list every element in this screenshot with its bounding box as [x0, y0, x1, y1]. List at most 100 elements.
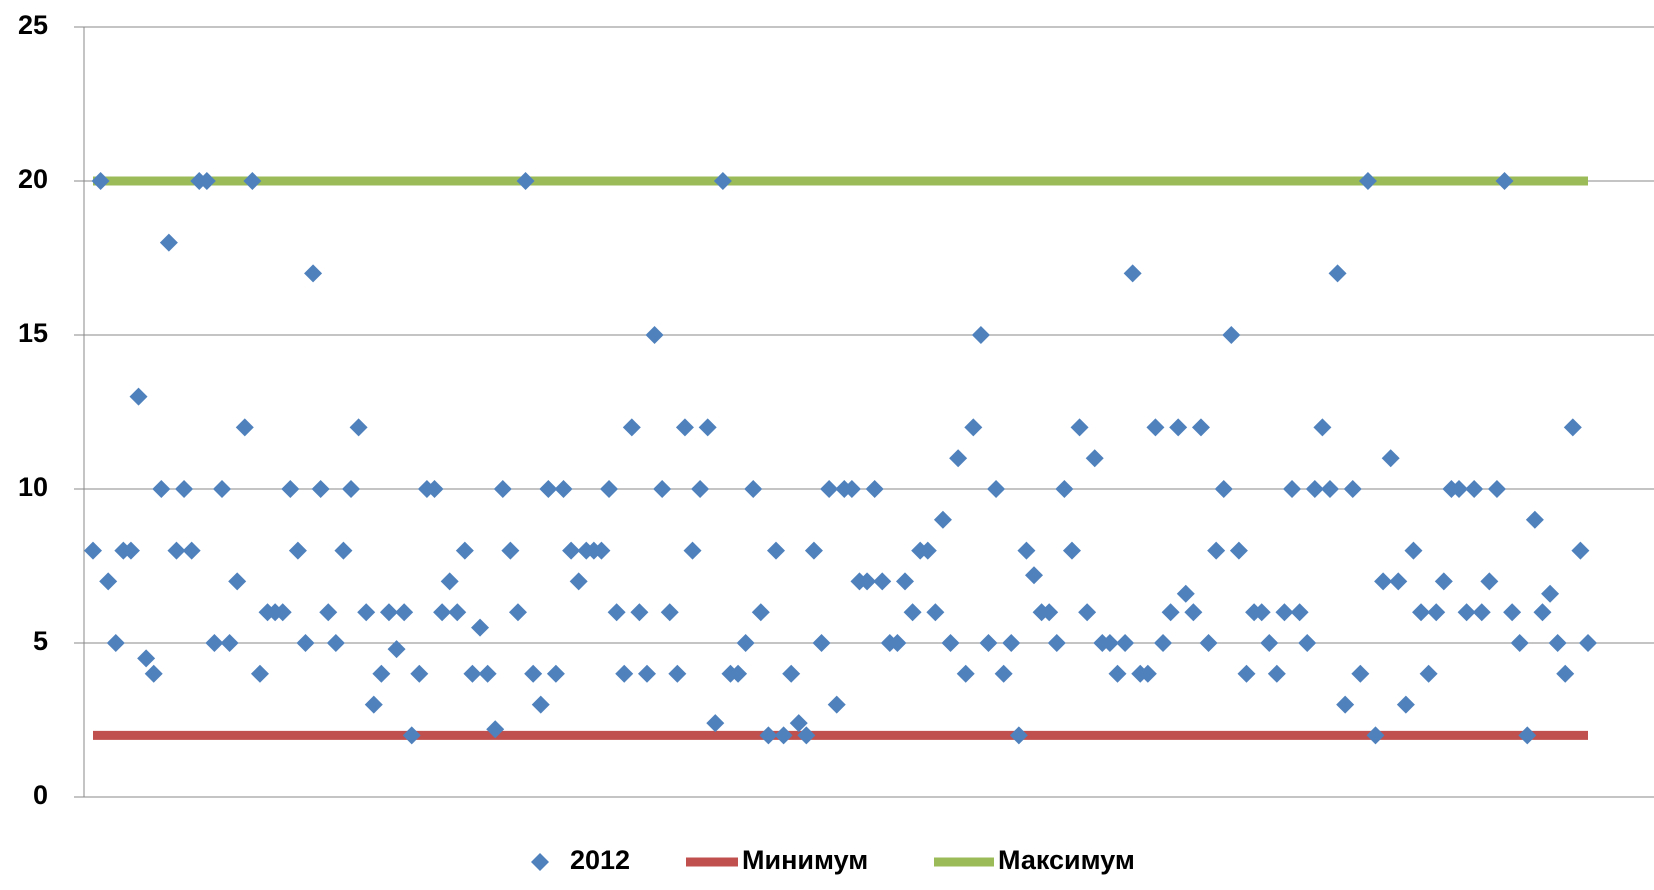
point: [1146, 418, 1165, 437]
point: [1085, 449, 1104, 468]
point: [873, 572, 892, 591]
point: [311, 480, 330, 498]
point: [508, 603, 527, 622]
point: [994, 664, 1013, 683]
point: [675, 418, 694, 437]
point: [197, 172, 216, 190]
point: [144, 664, 163, 683]
point: [1541, 584, 1560, 603]
point: [372, 664, 391, 683]
point: [1207, 541, 1226, 560]
point: [1320, 480, 1339, 498]
point: [1343, 480, 1362, 498]
point: [425, 480, 444, 498]
point: [827, 695, 846, 714]
point: [1002, 634, 1021, 652]
point: [342, 480, 361, 498]
point: [159, 233, 178, 252]
point: [99, 572, 118, 591]
point: [1480, 572, 1499, 591]
point: [395, 603, 414, 622]
point: [1040, 603, 1059, 622]
point: [531, 695, 550, 714]
point: [1374, 572, 1393, 591]
point: [554, 480, 573, 498]
point: [546, 664, 565, 683]
point: [1154, 634, 1173, 652]
y-tick-label: 10: [18, 472, 48, 502]
point: [865, 480, 884, 498]
point: [213, 480, 232, 498]
point: [501, 541, 520, 560]
point: [463, 664, 482, 683]
point: [949, 449, 968, 468]
point: [1396, 695, 1415, 714]
point: [1389, 572, 1408, 591]
point: [888, 634, 907, 652]
point: [1260, 634, 1279, 652]
point: [729, 664, 748, 683]
point: [1017, 541, 1036, 560]
point: [562, 541, 581, 560]
point: [433, 603, 452, 622]
point: [607, 603, 626, 622]
legend-label: 2012: [570, 845, 630, 875]
point: [660, 603, 679, 622]
point: [1298, 634, 1317, 652]
point: [759, 726, 778, 745]
point: [569, 572, 588, 591]
point: [918, 541, 937, 560]
point: [766, 541, 785, 560]
point: [789, 714, 808, 733]
point: [622, 418, 641, 437]
point: [941, 634, 960, 652]
point: [804, 541, 823, 560]
point: [1047, 634, 1066, 652]
point: [1108, 664, 1127, 683]
point: [1328, 264, 1347, 283]
point: [539, 480, 558, 498]
point: [1533, 603, 1552, 622]
point: [744, 480, 763, 498]
point: [319, 603, 338, 622]
point: [273, 603, 292, 622]
point: [524, 664, 543, 683]
point: [645, 326, 664, 344]
point: [1267, 664, 1286, 683]
point: [175, 480, 194, 498]
point: [478, 664, 497, 683]
y-tick-label: 15: [18, 318, 48, 348]
point: [121, 541, 140, 560]
point: [858, 572, 877, 591]
point: [1579, 634, 1597, 652]
point: [1381, 449, 1400, 468]
point: [1283, 480, 1302, 498]
y-tick-label: 0: [33, 780, 48, 810]
point: [364, 695, 383, 714]
point: [349, 418, 368, 437]
point: [1571, 541, 1590, 560]
point: [736, 634, 755, 652]
point: [205, 634, 224, 652]
point: [516, 172, 535, 190]
point: [751, 603, 770, 622]
point: [1503, 603, 1522, 622]
point: [326, 634, 345, 652]
point: [926, 603, 945, 622]
point: [304, 264, 323, 283]
point: [1070, 418, 1089, 437]
point: [1199, 634, 1218, 652]
point: [1525, 510, 1544, 529]
point: [243, 172, 262, 190]
point: [1123, 264, 1142, 283]
point: [1025, 566, 1044, 585]
point: [1563, 418, 1582, 437]
point: [1305, 480, 1324, 498]
point: [1290, 603, 1309, 622]
point: [471, 618, 490, 637]
point: [1313, 418, 1332, 437]
point: [698, 418, 717, 437]
point: [630, 603, 649, 622]
y-tick-label: 25: [18, 10, 48, 40]
point: [683, 541, 702, 560]
